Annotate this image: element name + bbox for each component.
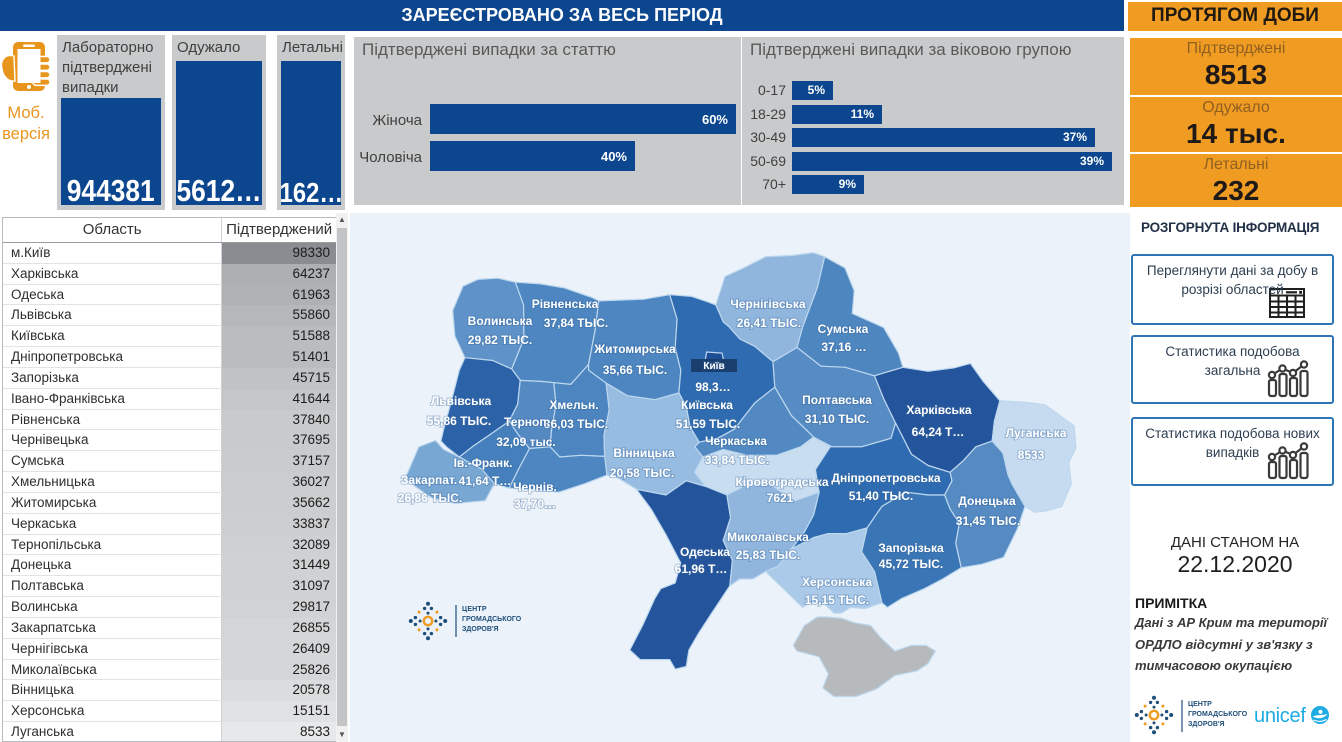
svg-text:Терноп.: Терноп.: [504, 415, 550, 429]
svg-text:35,66 ТЫС.: 35,66 ТЫС.: [603, 363, 667, 377]
svg-text:Луганська: Луганська: [1006, 426, 1067, 440]
svg-text:Закарпат.: Закарпат.: [401, 473, 457, 487]
svg-text:26,41 ТЫС.: 26,41 ТЫС.: [737, 316, 801, 330]
svg-text:Черкаська: Черкаська: [705, 434, 767, 448]
svg-text:31,45 ТЫС.: 31,45 ТЫС.: [956, 514, 1020, 528]
svg-text:Дніпропетровська: Дніпропетровська: [831, 471, 940, 485]
svg-text:ГРОМАДСЬКОГО: ГРОМАДСЬКОГО: [462, 616, 522, 623]
svg-text:Волинська: Волинська: [468, 314, 533, 328]
svg-text:64,24 Т…: 64,24 Т…: [912, 425, 965, 439]
svg-text:ЦЕНТР: ЦЕНТР: [1188, 701, 1212, 708]
svg-text:51,40 ТЫС.: 51,40 ТЫС.: [849, 489, 913, 503]
svg-text:20,58 ТЫС.: 20,58 ТЫС.: [610, 466, 674, 480]
svg-text:Донецька: Донецька: [958, 494, 1016, 508]
svg-text:61,96 Т…: 61,96 Т…: [675, 562, 728, 576]
svg-text:98,3…: 98,3…: [695, 380, 730, 394]
svg-text:37,84 ТЫС.: 37,84 ТЫС.: [544, 316, 608, 330]
svg-text:Рівненська: Рівненська: [532, 297, 599, 311]
svg-text:Житомирська: Житомирська: [593, 342, 676, 356]
svg-text:ГРОМАДСЬКОГО: ГРОМАДСЬКОГО: [1188, 711, 1248, 718]
svg-text:45,72 ТЫС.: 45,72 ТЫС.: [879, 557, 943, 571]
svg-text:Сумська: Сумська: [818, 322, 869, 336]
svg-text:Чернігівська: Чернігівська: [730, 297, 805, 311]
svg-text:Ів.-Франк.: Ів.-Франк.: [454, 456, 513, 470]
svg-text:Чернів.: Чернів.: [513, 480, 557, 494]
svg-text:Хмельн.: Хмельн.: [549, 398, 598, 412]
svg-text:ЗДОРОВ'Я: ЗДОРОВ'Я: [462, 626, 499, 633]
svg-text:Вінницька: Вінницька: [613, 446, 675, 460]
svg-text:7621: 7621: [767, 491, 794, 505]
svg-text:Кіровоградська: Кіровоградська: [735, 475, 828, 489]
svg-text:Полтавська: Полтавська: [802, 393, 872, 407]
svg-text:33,84 ТЫС.: 33,84 ТЫС.: [705, 453, 769, 467]
svg-text:ЦЕНТР: ЦЕНТР: [462, 606, 487, 613]
svg-text:41,64 Т…: 41,64 Т…: [459, 474, 512, 488]
svg-text:26,86 ТЫС.: 26,86 ТЫС.: [398, 491, 462, 505]
svg-text:8533: 8533: [1018, 448, 1045, 462]
svg-text:15,15 ТЫС.: 15,15 ТЫС.: [805, 593, 869, 607]
svg-text:31,10 ТЫС.: 31,10 ТЫС.: [805, 412, 869, 426]
svg-text:Херсонська: Херсонська: [802, 575, 872, 589]
svg-text:ЗДОРОВ'Я: ЗДОРОВ'Я: [1188, 721, 1225, 728]
svg-text:36,03 ТЫС.: 36,03 ТЫС.: [544, 417, 608, 431]
svg-text:unicef: unicef: [1254, 705, 1306, 727]
svg-text:32,09 тыс.: 32,09 тыс.: [496, 435, 556, 449]
svg-text:37,16 …: 37,16 …: [821, 340, 866, 354]
svg-text:37,70…: 37,70…: [514, 497, 556, 511]
svg-text:51,59 ТЫС.: 51,59 ТЫС.: [676, 417, 740, 431]
svg-text:Харківська: Харківська: [906, 403, 971, 417]
svg-text:Одеська: Одеська: [680, 545, 730, 559]
svg-text:Київ: Київ: [703, 361, 724, 372]
svg-text:29,82 ТЫС.: 29,82 ТЫС.: [468, 333, 532, 347]
svg-text:Запорізька: Запорізька: [878, 541, 944, 555]
svg-text:55,86 ТЫС.: 55,86 ТЫС.: [427, 414, 491, 428]
svg-text:Київська: Київська: [681, 398, 733, 412]
svg-text:25,83 ТЫС.: 25,83 ТЫС.: [736, 548, 800, 562]
svg-text:Львівська: Львівська: [431, 394, 492, 408]
svg-text:Миколаївська: Миколаївська: [727, 530, 809, 544]
